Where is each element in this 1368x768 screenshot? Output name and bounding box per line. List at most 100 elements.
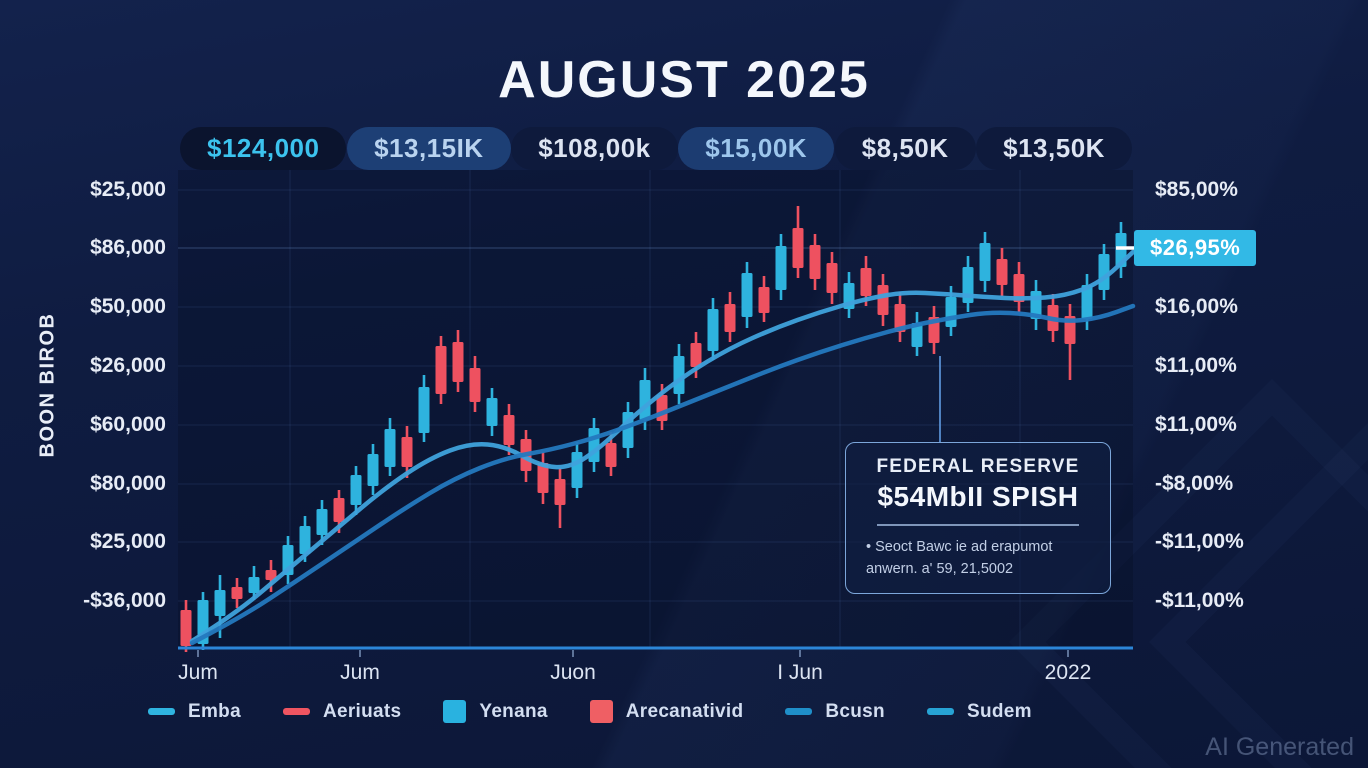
- legend-swatch-square-icon: [443, 700, 467, 723]
- legend-label: Bcusn: [825, 700, 885, 722]
- ma-slow-line: [189, 303, 1136, 646]
- x-axis-label: Juon: [550, 661, 596, 684]
- candle-body: [469, 368, 481, 402]
- candle-body: [707, 309, 719, 351]
- candle-body: [639, 380, 651, 420]
- legend-item[interactable]: Yenana: [443, 700, 547, 723]
- stat-chip[interactable]: $13,50K: [976, 127, 1132, 170]
- page-title: AUGUST 2025: [498, 51, 870, 109]
- candle-body: [724, 304, 736, 332]
- candle-body: [894, 304, 906, 332]
- left-axis-label: -$36,000: [83, 589, 166, 612]
- candle-body: [418, 387, 430, 433]
- legend: Emba Aeriuats Yenana Arecanativid Bcusn Sudem: [148, 700, 1032, 723]
- legend-item[interactable]: Sudem: [926, 700, 1032, 723]
- legend-swatch-line-icon: [785, 708, 813, 715]
- candle-body: [401, 437, 413, 467]
- right-axis-label: $11,00%: [1155, 354, 1237, 377]
- left-axis-label: $50,000: [90, 295, 166, 318]
- legend-label: Arecanativid: [625, 700, 744, 722]
- candle-body: [265, 570, 277, 580]
- annotation-subtitle: $54MbII SPISH: [877, 481, 1079, 512]
- candle-body: [605, 443, 617, 467]
- candle-body: [1081, 285, 1093, 319]
- candle-body: [690, 343, 702, 367]
- x-axis-label: 2022: [1044, 661, 1092, 684]
- candle-body: [996, 259, 1008, 285]
- candle-body: [435, 346, 447, 394]
- candle-body: [554, 479, 566, 505]
- stat-chip[interactable]: $15,00K: [678, 127, 835, 170]
- annotation-bullet: • Seoct Bawc ie ad erapumot: [866, 539, 1053, 555]
- candle-body: [350, 475, 362, 505]
- candle-body: [367, 454, 379, 486]
- left-axis-label: $60,000: [90, 413, 166, 436]
- candle-body: [299, 526, 311, 554]
- candle-body: [775, 246, 787, 290]
- candle-body: [316, 509, 328, 535]
- right-axis-label: -$11,00%: [1155, 589, 1244, 612]
- stat-chip[interactable]: $124,000: [180, 127, 347, 170]
- candle-body: [741, 273, 753, 317]
- left-axis-label: $25,000: [90, 178, 166, 201]
- candle-body: [1013, 274, 1025, 302]
- candle-body: [792, 228, 804, 268]
- ma-fast-line: [189, 249, 1136, 644]
- candle-body: [571, 452, 583, 488]
- candle-body: [1064, 316, 1076, 344]
- legend-item[interactable]: Emba: [148, 701, 241, 723]
- annotation-bullet: anwern. a' 59, 21,5002: [866, 561, 1014, 578]
- right-axis-label: -$11,00%: [1155, 530, 1244, 553]
- candle-body: [826, 263, 838, 293]
- candle-body: [333, 498, 345, 522]
- price-badge[interactable]: $26,95%: [1134, 230, 1257, 266]
- stat-chips: $124,000 $13,15IK $108,00k $15,00K $8,50K $13…: [180, 127, 1132, 170]
- candle-body: [809, 245, 821, 279]
- legend-swatch-line-icon: [926, 708, 954, 715]
- legend-label: Sudem: [966, 700, 1032, 722]
- left-axis-label: $25,000: [90, 530, 166, 553]
- x-axis-label: Jum: [340, 661, 380, 684]
- left-axis-label: $80,000: [90, 472, 166, 495]
- left-axis-label: $86,000: [90, 236, 166, 259]
- candle-body: [877, 285, 889, 315]
- legend-label: Aeriuats: [322, 700, 402, 722]
- candle-body: [180, 610, 192, 646]
- legend-item[interactable]: Bcusn: [785, 701, 885, 723]
- candle-body: [214, 590, 226, 616]
- y-axis-left-title: BOON BIROB: [36, 312, 59, 458]
- legend-swatch-line-icon: [282, 708, 310, 715]
- left-axis-label: $26,000: [90, 354, 166, 377]
- stat-chip[interactable]: $108,00k: [511, 127, 678, 170]
- candle-body: [384, 429, 396, 467]
- candle-body: [911, 323, 923, 347]
- legend-swatch-line-icon: [148, 708, 175, 715]
- legend-item[interactable]: Aeriuats: [282, 700, 402, 723]
- candle-body: [945, 297, 957, 327]
- legend-label: Yenana: [479, 700, 548, 722]
- right-axis-label: -$8,00%: [1155, 472, 1234, 495]
- candle-body: [1098, 254, 1110, 290]
- right-axis-label: $85,00%: [1155, 178, 1238, 201]
- legend-label: Emba: [188, 700, 241, 722]
- candle-body: [452, 342, 464, 382]
- stat-chip[interactable]: $13,15IK: [347, 127, 511, 170]
- candle-body: [860, 268, 872, 296]
- annotation-card: FEDERAL RESERVE $54MbII SPISH • Seoct Ba…: [845, 442, 1111, 594]
- x-axis-label: I Jun: [777, 661, 823, 684]
- legend-swatch-square-icon: [589, 700, 613, 723]
- watermark: AI Generated: [1205, 733, 1354, 761]
- stat-chip[interactable]: $8,50K: [834, 127, 976, 170]
- right-axis-label: $11,00%: [1155, 413, 1237, 436]
- annotation-divider: [876, 524, 1080, 526]
- candle-body: [231, 587, 243, 599]
- candle-body: [537, 463, 549, 493]
- x-axis-label: Jum: [178, 661, 218, 684]
- right-axis-label: $16,00%: [1155, 295, 1238, 318]
- candle-body: [503, 415, 515, 445]
- candle-body: [248, 577, 260, 593]
- candle-body: [486, 398, 498, 426]
- legend-item[interactable]: Arecanativid: [589, 700, 744, 723]
